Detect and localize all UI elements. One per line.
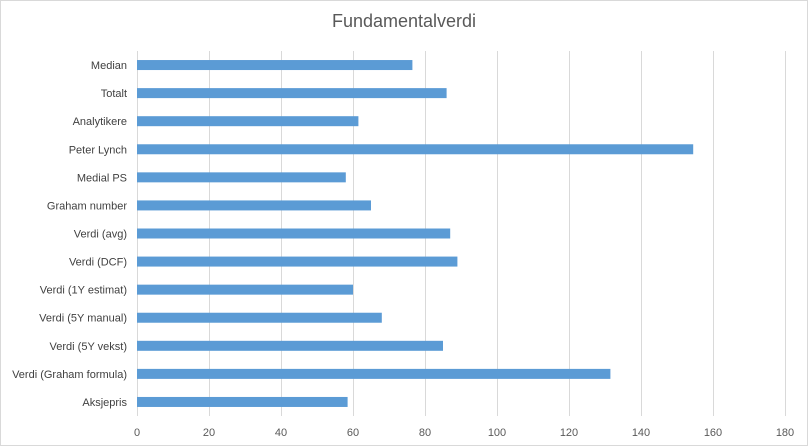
x-tick-label: 100 [488,427,506,439]
category-label: Verdi (Graham formula) [12,369,127,381]
category-label: Totalt [101,88,127,100]
x-tick-label: 20 [203,427,215,439]
category-label: Median [91,60,127,72]
category-label: Verdi (DCF) [69,257,127,269]
category-label: Analytikere [73,116,127,128]
bars [137,60,694,407]
category-labels: Median Totalt Analytikere Peter Lynch Medial… [12,60,127,409]
category-label: Graham number [47,200,127,212]
bar [137,256,458,267]
x-tick-label: 40 [275,427,287,439]
category-label: Medial PS [77,172,127,184]
bar [137,60,413,71]
bar [137,396,348,407]
category-label: Verdi (avg) [74,229,127,241]
x-tick-label: 80 [419,427,431,439]
category-label: Verdi (5Y manual) [39,313,127,325]
x-tick-label: 160 [704,427,722,439]
category-label: Verdi (1Y estimat) [40,285,127,297]
bar [137,116,359,127]
bar [137,88,447,99]
category-label: Verdi (5Y vekst) [50,341,127,353]
category-label: Aksjepris [82,397,127,409]
bar [137,312,382,323]
chart-title: Fundamentalverdi [331,11,477,31]
bar [137,368,611,379]
x-tick-label: 120 [560,427,578,439]
x-tick-label: 140 [632,427,650,439]
category-label: Peter Lynch [69,144,127,156]
x-axis-tick-labels: 0 20 40 60 80 100 120 140 160 180 [134,427,794,439]
x-tick-label: 180 [776,427,794,439]
bar [137,340,443,351]
bar [137,200,371,211]
bar [137,144,694,155]
x-tick-label: 0 [134,427,140,439]
bar [137,228,451,239]
bar [137,284,353,295]
x-tick-label: 60 [347,427,359,439]
bar [137,172,346,183]
